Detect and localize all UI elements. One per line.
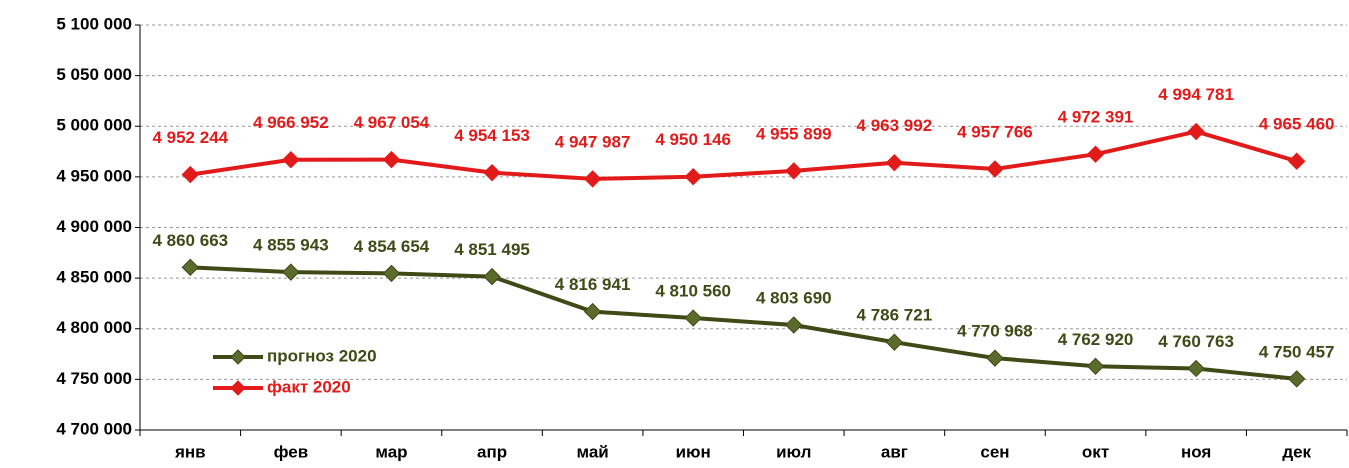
marker [282, 263, 300, 281]
y-tick-label: 4 950 000 [56, 166, 132, 185]
marker [1187, 359, 1205, 378]
x-tick-label: июл [776, 442, 811, 461]
x-tick-label: янв [174, 442, 206, 461]
marker [785, 162, 803, 180]
data-label: 4 955 899 [756, 124, 832, 143]
marker [1288, 152, 1306, 170]
data-label: 4 816 941 [555, 275, 631, 294]
marker [785, 316, 803, 334]
y-tick-label: 4 850 000 [56, 268, 132, 287]
data-label: 4 952 244 [152, 128, 228, 147]
data-label: 4 994 781 [1158, 85, 1234, 104]
data-label: 4 950 146 [655, 130, 731, 149]
y-tick-label: 4 700 000 [56, 419, 132, 438]
marker [181, 258, 199, 277]
x-tick-label: дек [1282, 442, 1311, 461]
data-label: 4 860 663 [152, 231, 228, 250]
marker [282, 151, 300, 169]
marker [885, 154, 904, 172]
x-tick-label: фев [274, 442, 309, 461]
series-line [189, 129, 1298, 181]
data-label: 4 854 654 [354, 237, 430, 256]
data-label: 4 750 457 [1259, 342, 1335, 361]
marker [583, 170, 602, 188]
x-tick-label: май [576, 442, 608, 461]
data-label: 4 770 968 [957, 322, 1033, 341]
data-label: 4 947 987 [555, 132, 631, 151]
y-tick-label: 5 050 000 [56, 65, 132, 84]
x-tick-label: мар [375, 442, 407, 461]
marker [483, 267, 501, 286]
x-tick-label: сен [980, 442, 1009, 461]
marker [583, 302, 602, 321]
marker [382, 150, 401, 169]
x-tick-label: авг [881, 442, 908, 461]
legend-label: прогноз 2020 [267, 346, 377, 365]
data-label: 4 855 943 [253, 236, 329, 255]
data-label: 4 762 920 [1058, 330, 1134, 349]
data-label: 4 966 952 [253, 113, 329, 132]
x-tick-label: ноя [1181, 442, 1211, 461]
x-tick-label: окт [1082, 442, 1109, 461]
series-line [190, 265, 1297, 381]
marker [885, 333, 904, 351]
legend-marker [230, 349, 246, 365]
marker [1086, 357, 1105, 376]
marker [1086, 145, 1105, 163]
data-label: 4 957 766 [957, 122, 1033, 141]
legend-label: факт 2020 [267, 377, 351, 396]
data-label: 4 963 992 [857, 116, 933, 135]
marker [684, 168, 702, 186]
x-tick-label: апр [477, 442, 507, 461]
data-label: 4 972 391 [1058, 108, 1134, 127]
x-tick-label: июн [676, 442, 711, 461]
marker [483, 163, 501, 182]
y-tick-label: 4 800 000 [56, 318, 132, 337]
data-label: 4 967 054 [354, 113, 430, 132]
y-tick-label: 5 100 000 [56, 14, 132, 33]
data-label: 4 760 763 [1158, 332, 1234, 351]
y-tick-label: 5 000 000 [56, 116, 132, 135]
marker [1288, 370, 1306, 388]
marker [986, 160, 1004, 178]
data-label: 4 803 690 [756, 288, 832, 307]
data-label: 4 965 460 [1259, 115, 1335, 134]
legend-marker [230, 380, 246, 396]
marker [986, 349, 1004, 367]
y-tick-label: 4 750 000 [56, 369, 132, 388]
data-label: 4 954 153 [454, 126, 530, 145]
marker [1187, 122, 1205, 141]
data-label: 4 810 560 [655, 282, 731, 301]
marker [382, 264, 401, 283]
marker [684, 309, 702, 327]
y-tick-label: 4 900 000 [56, 217, 132, 236]
marker [181, 165, 199, 184]
data-label: 4 851 495 [454, 240, 530, 259]
data-label: 4 786 721 [857, 306, 933, 325]
